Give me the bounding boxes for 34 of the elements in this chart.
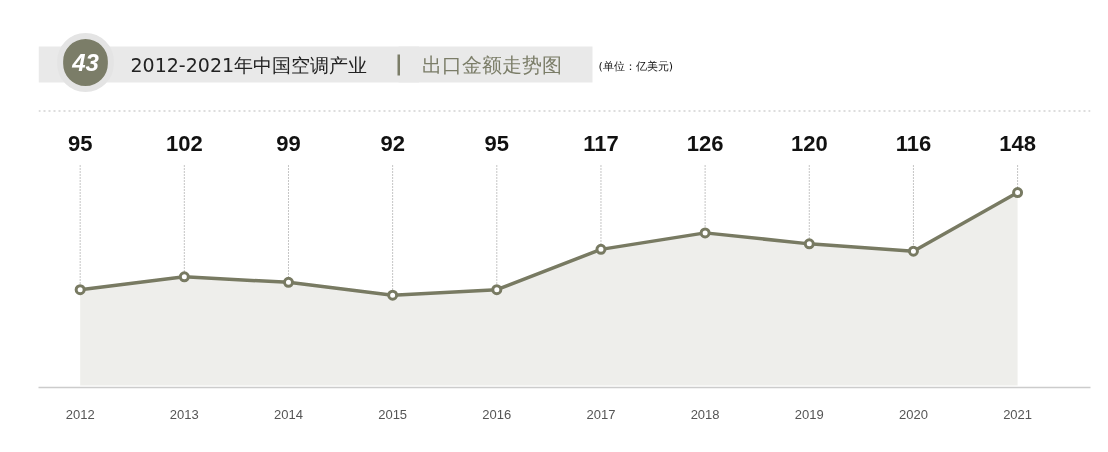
data-label: 95: [484, 131, 510, 156]
text: 43: [71, 49, 100, 76]
chart-title: 2012-2021年中国空调产业: [130, 53, 368, 76]
data-label: 116: [895, 131, 932, 156]
data-label: 120: [790, 131, 828, 156]
x-tick-label: 2012: [65, 406, 95, 422]
x-tick-label: 2014: [274, 406, 303, 422]
point: [74, 284, 86, 296]
x-tick-label: 2015: [378, 406, 408, 422]
x-tick-label: 2016: [482, 406, 512, 422]
point: [803, 238, 815, 250]
point: [387, 289, 399, 301]
x-tick-label: 2019: [794, 406, 824, 422]
text: (单位：亿美元): [598, 60, 674, 73]
data-label: 117: [583, 131, 619, 156]
x-tick-label: 2017: [586, 406, 616, 422]
data-label: 92: [380, 131, 405, 156]
data-label: 99: [276, 131, 301, 156]
x-tick-label: 2018: [690, 406, 720, 422]
data-label: 102: [165, 131, 203, 156]
chart-subtitle: 出口金额走势图: [421, 52, 562, 77]
point: [699, 227, 711, 239]
point: [1012, 187, 1024, 199]
point: [282, 276, 294, 288]
x-tick-label: 2021: [1003, 406, 1033, 422]
point: [595, 243, 607, 255]
x-tick-label: 2013: [169, 406, 199, 422]
point: [491, 284, 503, 296]
point: [907, 245, 919, 257]
point: [178, 271, 190, 283]
x-tick-label: 2020: [898, 406, 928, 422]
data-label: 126: [686, 131, 724, 156]
data-label: 148: [999, 131, 1036, 156]
data-label: 95: [67, 131, 93, 156]
